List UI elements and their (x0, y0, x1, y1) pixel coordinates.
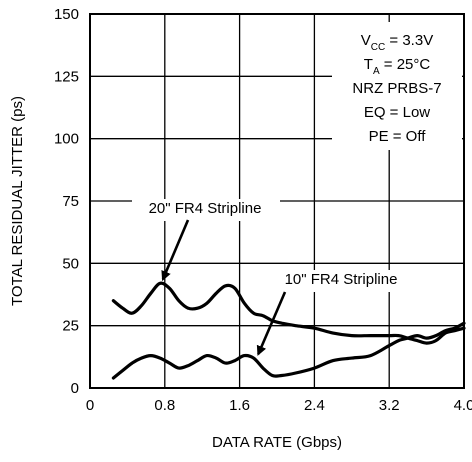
y-tick-label: 25 (62, 318, 79, 335)
pe-condition: PE = Off (369, 128, 427, 145)
x-tick-label: 2.4 (304, 397, 325, 414)
y-tick-label: 150 (54, 6, 79, 23)
tick-labels: 0 0.8 1.6 2.4 3.2 4.0 0 25 50 75 100 125 150 (54, 6, 472, 414)
annotation-label-bg (262, 270, 420, 292)
y-tick-label: 50 (62, 255, 79, 272)
x-axis-title: DATA RATE (Gbps) (212, 434, 342, 451)
ta-subscript: A (373, 66, 380, 77)
x-tick-label: 3.2 (379, 397, 400, 414)
x-tick-label: 1.6 (229, 397, 250, 414)
y-tick-label: 75 (62, 193, 79, 210)
annotation-20in-arrow (161, 219, 190, 282)
vcc-prefix: V (361, 32, 371, 49)
y-tick-label: 125 (54, 68, 79, 85)
vcc-value: = 3.3V (385, 32, 433, 49)
annotation-20in-label: 20" FR4 Stripline (149, 200, 262, 217)
annotation-10in-label: 10" FR4 Stripline (285, 271, 398, 288)
y-tick-label: 100 (54, 131, 79, 148)
test-conditions-box: VCC = 3.3V TA = 25°C NRZ PRBS-7 EQ = Low… (332, 22, 462, 150)
y-axis-title: TOTAL RESIDUAL JITTER (ps) (9, 96, 26, 306)
eq-condition: EQ = Low (364, 104, 430, 121)
ta-prefix: T (364, 56, 373, 73)
series-line-10in (111, 321, 466, 380)
pattern-condition: NRZ PRBS-7 (352, 80, 441, 97)
x-tick-label: 4.0 (454, 397, 472, 414)
ta-value: = 25°C (380, 56, 431, 73)
vcc-subscript: CC (371, 42, 385, 53)
x-tick-label: 0 (86, 397, 94, 414)
annotations: 20" FR4 Stripline 10" FR4 Stripline (132, 199, 420, 356)
series-lines (111, 281, 466, 380)
y-tick-label: 0 (71, 380, 79, 397)
ta-condition: TA = 25°C (364, 56, 431, 77)
plot-frame (89, 13, 465, 389)
series-line-20in (111, 281, 466, 345)
conditions-background (332, 22, 462, 150)
vcc-condition: VCC = 3.3V (361, 32, 433, 53)
annotation-label-bg (132, 199, 280, 221)
annotation-10in-arrow (256, 291, 287, 356)
x-tick-label: 0.8 (154, 397, 175, 414)
